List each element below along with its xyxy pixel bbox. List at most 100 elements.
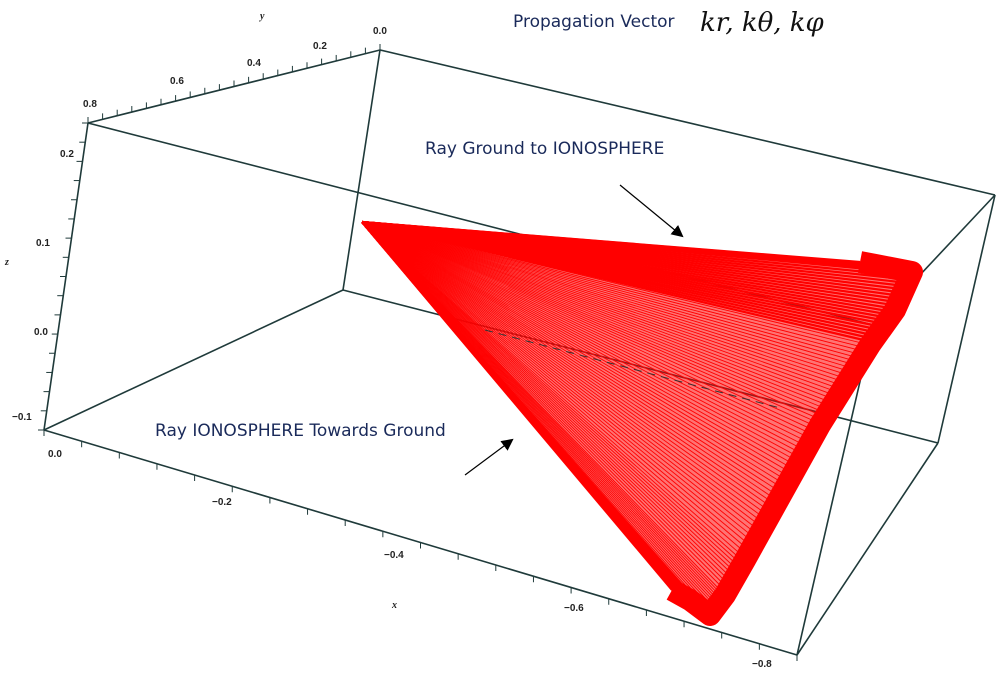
ray-line: [361, 221, 736, 578]
ray-line: [361, 221, 811, 444]
ray-line: [361, 221, 783, 494]
x-tick-label: −0.2: [212, 497, 232, 508]
x-tick-label: −0.6: [564, 603, 584, 614]
ray-line: [361, 221, 828, 414]
box-edge: [937, 194, 996, 444]
x-tick-label: −0.4: [384, 550, 404, 561]
ray-line: [361, 221, 868, 349]
y-axis-label: y: [259, 11, 265, 22]
ray-line: [361, 221, 768, 521]
ray-line: [361, 221, 849, 380]
ray-line: [361, 221, 731, 587]
ray-line: [361, 221, 864, 356]
ray-line: [361, 221, 740, 572]
ray-center-trace: [484, 329, 781, 409]
ray-line: [361, 221, 858, 367]
ray-line: [361, 221, 862, 360]
ray-line: [361, 221, 851, 377]
ray-line: [361, 221, 832, 408]
tick-marks: [38, 44, 798, 661]
ray-line: [361, 221, 843, 390]
chart-title: Propagation Vector: [513, 12, 675, 32]
ray-line: [361, 221, 734, 581]
ray-line: [361, 221, 802, 459]
ray-line: [361, 221, 770, 517]
ray-line: [361, 221, 794, 475]
z-tick-label: 0.1: [36, 238, 50, 249]
z-tick-label: 0.2: [60, 149, 74, 160]
x-tick-label: −0.8: [752, 659, 772, 670]
ray-line: [361, 221, 830, 411]
arrow-icon: [464, 438, 514, 476]
ray-line: [361, 221, 800, 463]
ray-line: [361, 221, 743, 566]
z-tick-label: 0.0: [34, 327, 48, 338]
ray-line: [361, 221, 791, 479]
ray-line: [361, 221, 785, 490]
ray-line: [361, 221, 781, 498]
y-tick-labels: 0.0 0.2 0.4 0.6 0.8: [83, 26, 387, 110]
ray-series: [361, 220, 923, 626]
ray-line: [361, 221, 813, 440]
x-tick-label: 0.0: [48, 449, 62, 460]
x-axis-label: x: [391, 600, 397, 611]
ray-line: [361, 221, 779, 502]
ray-line: [361, 221, 824, 421]
ray-line: [361, 221, 796, 471]
ray-line: [361, 221, 673, 591]
ray-line: [361, 221, 809, 448]
ray-line: [361, 221, 728, 593]
formula-text: kr, kθ, kφ: [700, 8, 824, 38]
ray-line: [361, 221, 755, 544]
ray-line: [361, 221, 860, 363]
ray-line: [361, 221, 776, 506]
ray-line: [361, 221, 745, 563]
ray-line: [361, 221, 821, 425]
ray-line: [361, 221, 817, 432]
y-tick-label: 0.6: [170, 76, 184, 87]
box-edge: [43, 289, 344, 431]
y-tick-label: 0.8: [83, 99, 97, 110]
y-tick-label: 0.0: [373, 26, 387, 37]
ray-line: [361, 221, 774, 509]
y-tick-label: 0.2: [313, 41, 327, 52]
annotation-ground-to-ionosphere: Ray Ground to IONOSPHERE: [425, 139, 665, 159]
box-edge: [796, 442, 939, 656]
ray-line: [361, 221, 806, 452]
ray-line: [361, 220, 873, 344]
ray-line: [361, 221, 841, 394]
ray-line: [361, 221, 764, 529]
ray-line: [361, 221, 804, 455]
ray-line: [361, 221, 766, 525]
propagation-vector-formula: kr, kθ, kφ: [700, 8, 824, 38]
ray-line: [361, 221, 729, 590]
ray-line: [361, 221, 741, 569]
ray-line: [361, 221, 798, 467]
ray-line: [361, 221, 753, 548]
ray-line: [361, 221, 871, 346]
ray-line: [361, 221, 757, 540]
ray-line: [361, 221, 819, 428]
ray-reflection-band: [666, 251, 923, 626]
x-tick-labels: 0.0 −0.2 −0.4 −0.6 −0.8: [48, 449, 772, 670]
ray-line: [361, 221, 733, 584]
ray-line: [361, 221, 749, 556]
y-tick-label: 0.4: [247, 58, 261, 69]
ray-fan-fill: [362, 222, 912, 615]
ray-line: [361, 221, 772, 513]
ray-line: [361, 221, 834, 404]
ray-line: [361, 221, 759, 536]
ray-line: [361, 221, 751, 552]
annotation-ionosphere-to-ground: Ray IONOSPHERE Towards Ground: [155, 421, 446, 441]
ray-line: [361, 221, 845, 387]
ray-line: [361, 221, 787, 486]
ray-line: [361, 221, 853, 373]
ray-line: [361, 221, 738, 575]
ray-line: [361, 221, 761, 533]
ray-line: [361, 221, 747, 560]
ray-line: [361, 221, 839, 397]
z-tick-labels: −0.1 0.0 0.1 0.2: [12, 149, 74, 423]
ray-line: [361, 221, 847, 384]
ray-line: [361, 221, 836, 401]
